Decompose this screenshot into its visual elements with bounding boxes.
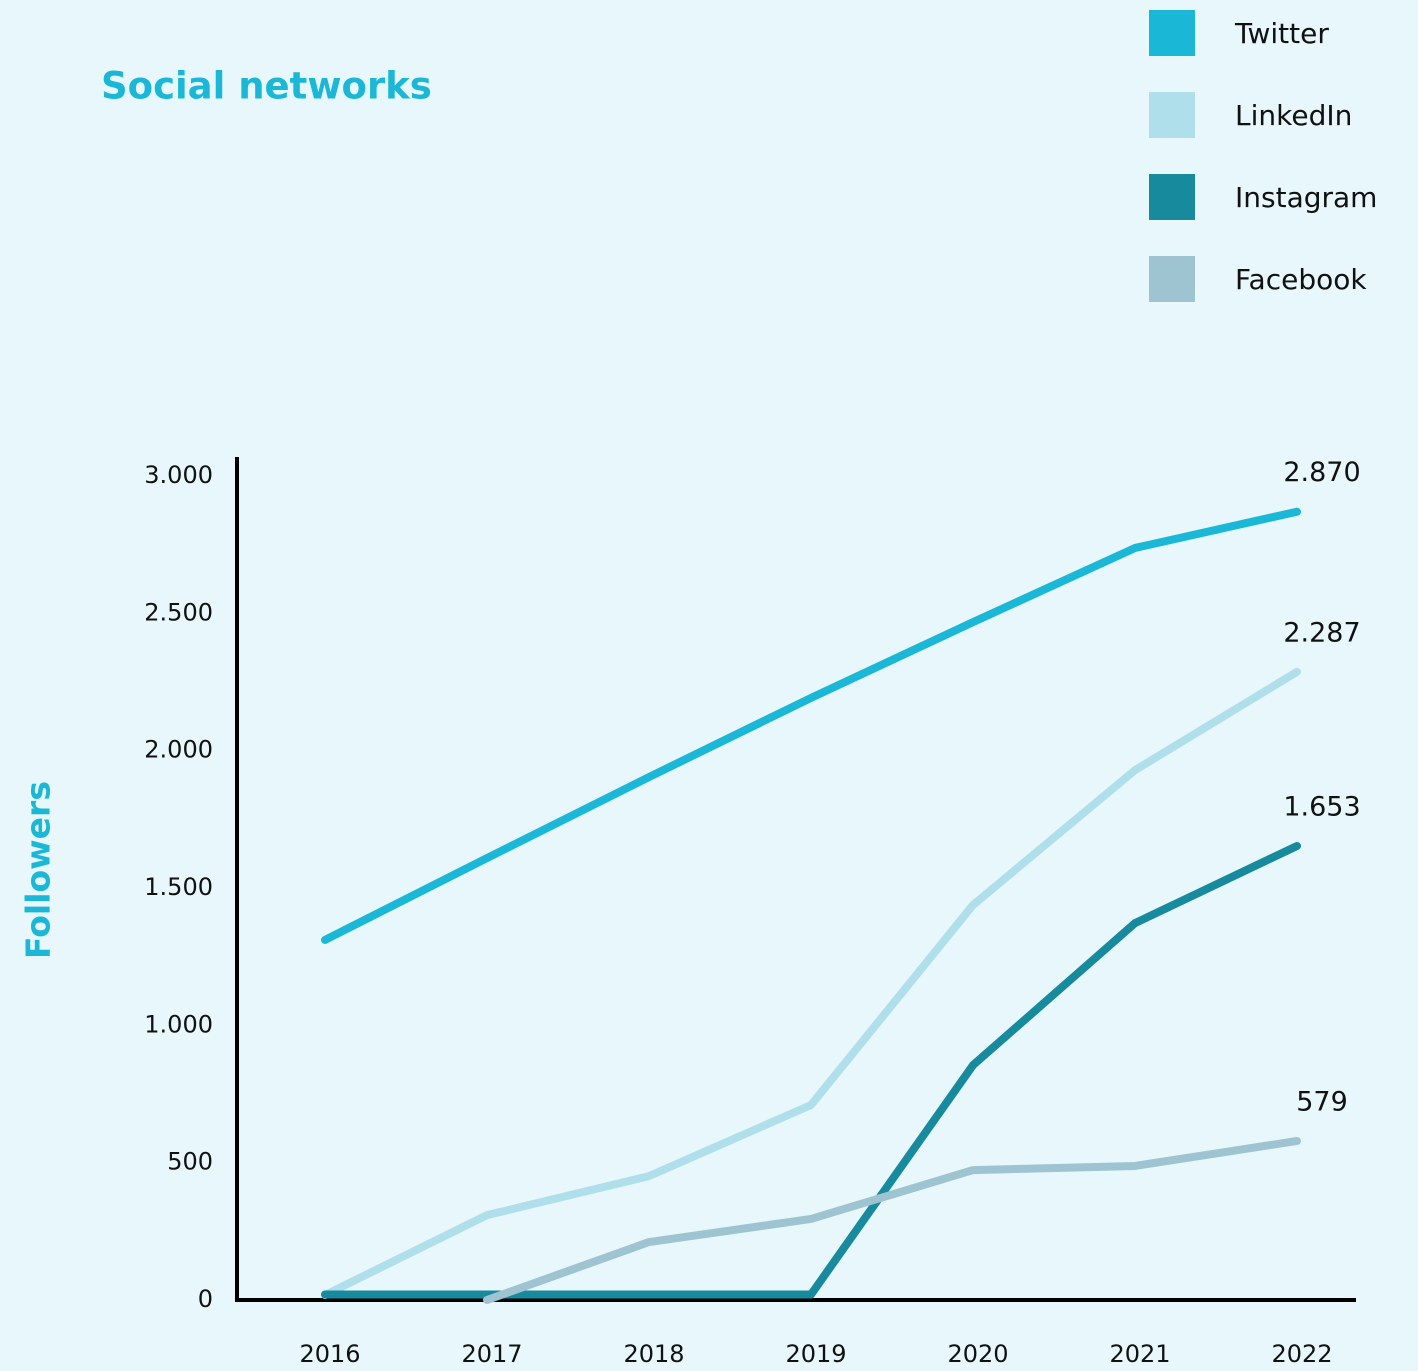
legend-swatch [1149,10,1195,56]
line-series [483,1136,1301,1304]
y-tick-label: 500 [167,1148,213,1176]
x-tick-label: 2021 [1109,1340,1170,1368]
y-tick-label: 0 [198,1285,213,1313]
legend-label: LinkedIn [1235,99,1352,132]
legend-label: Twitter [1234,17,1329,50]
x-tick-label: 2017 [461,1340,522,1368]
x-tick-label: 2018 [623,1340,684,1368]
legend-swatch [1149,256,1195,302]
chart-title: Social networks [101,65,432,108]
x-tick-label: 2022 [1271,1340,1332,1368]
line-series [321,841,1301,1299]
data-label: 2.287 [1283,617,1360,648]
y-tick-label: 2.000 [144,736,213,764]
legend-label: Facebook [1235,263,1367,296]
data-label: 1.653 [1283,791,1360,822]
y-tick-label: 2.500 [144,598,213,626]
y-tick-label: 3.000 [144,461,213,489]
legend-swatch [1149,92,1195,138]
y-tick-label: 1.000 [144,1010,213,1038]
line-series [321,507,1301,944]
line-series [321,667,1301,1300]
x-tick-label: 2020 [947,1340,1008,1368]
y-tick-label: 1.500 [144,873,213,901]
data-label: 579 [1296,1086,1348,1117]
legend-swatch [1149,174,1195,220]
legend-label: Instagram [1235,181,1377,214]
data-label: 2.870 [1283,457,1360,488]
x-tick-label: 2016 [299,1340,360,1368]
y-axis-label: Followers [19,781,58,959]
x-tick-label: 2019 [785,1340,846,1368]
